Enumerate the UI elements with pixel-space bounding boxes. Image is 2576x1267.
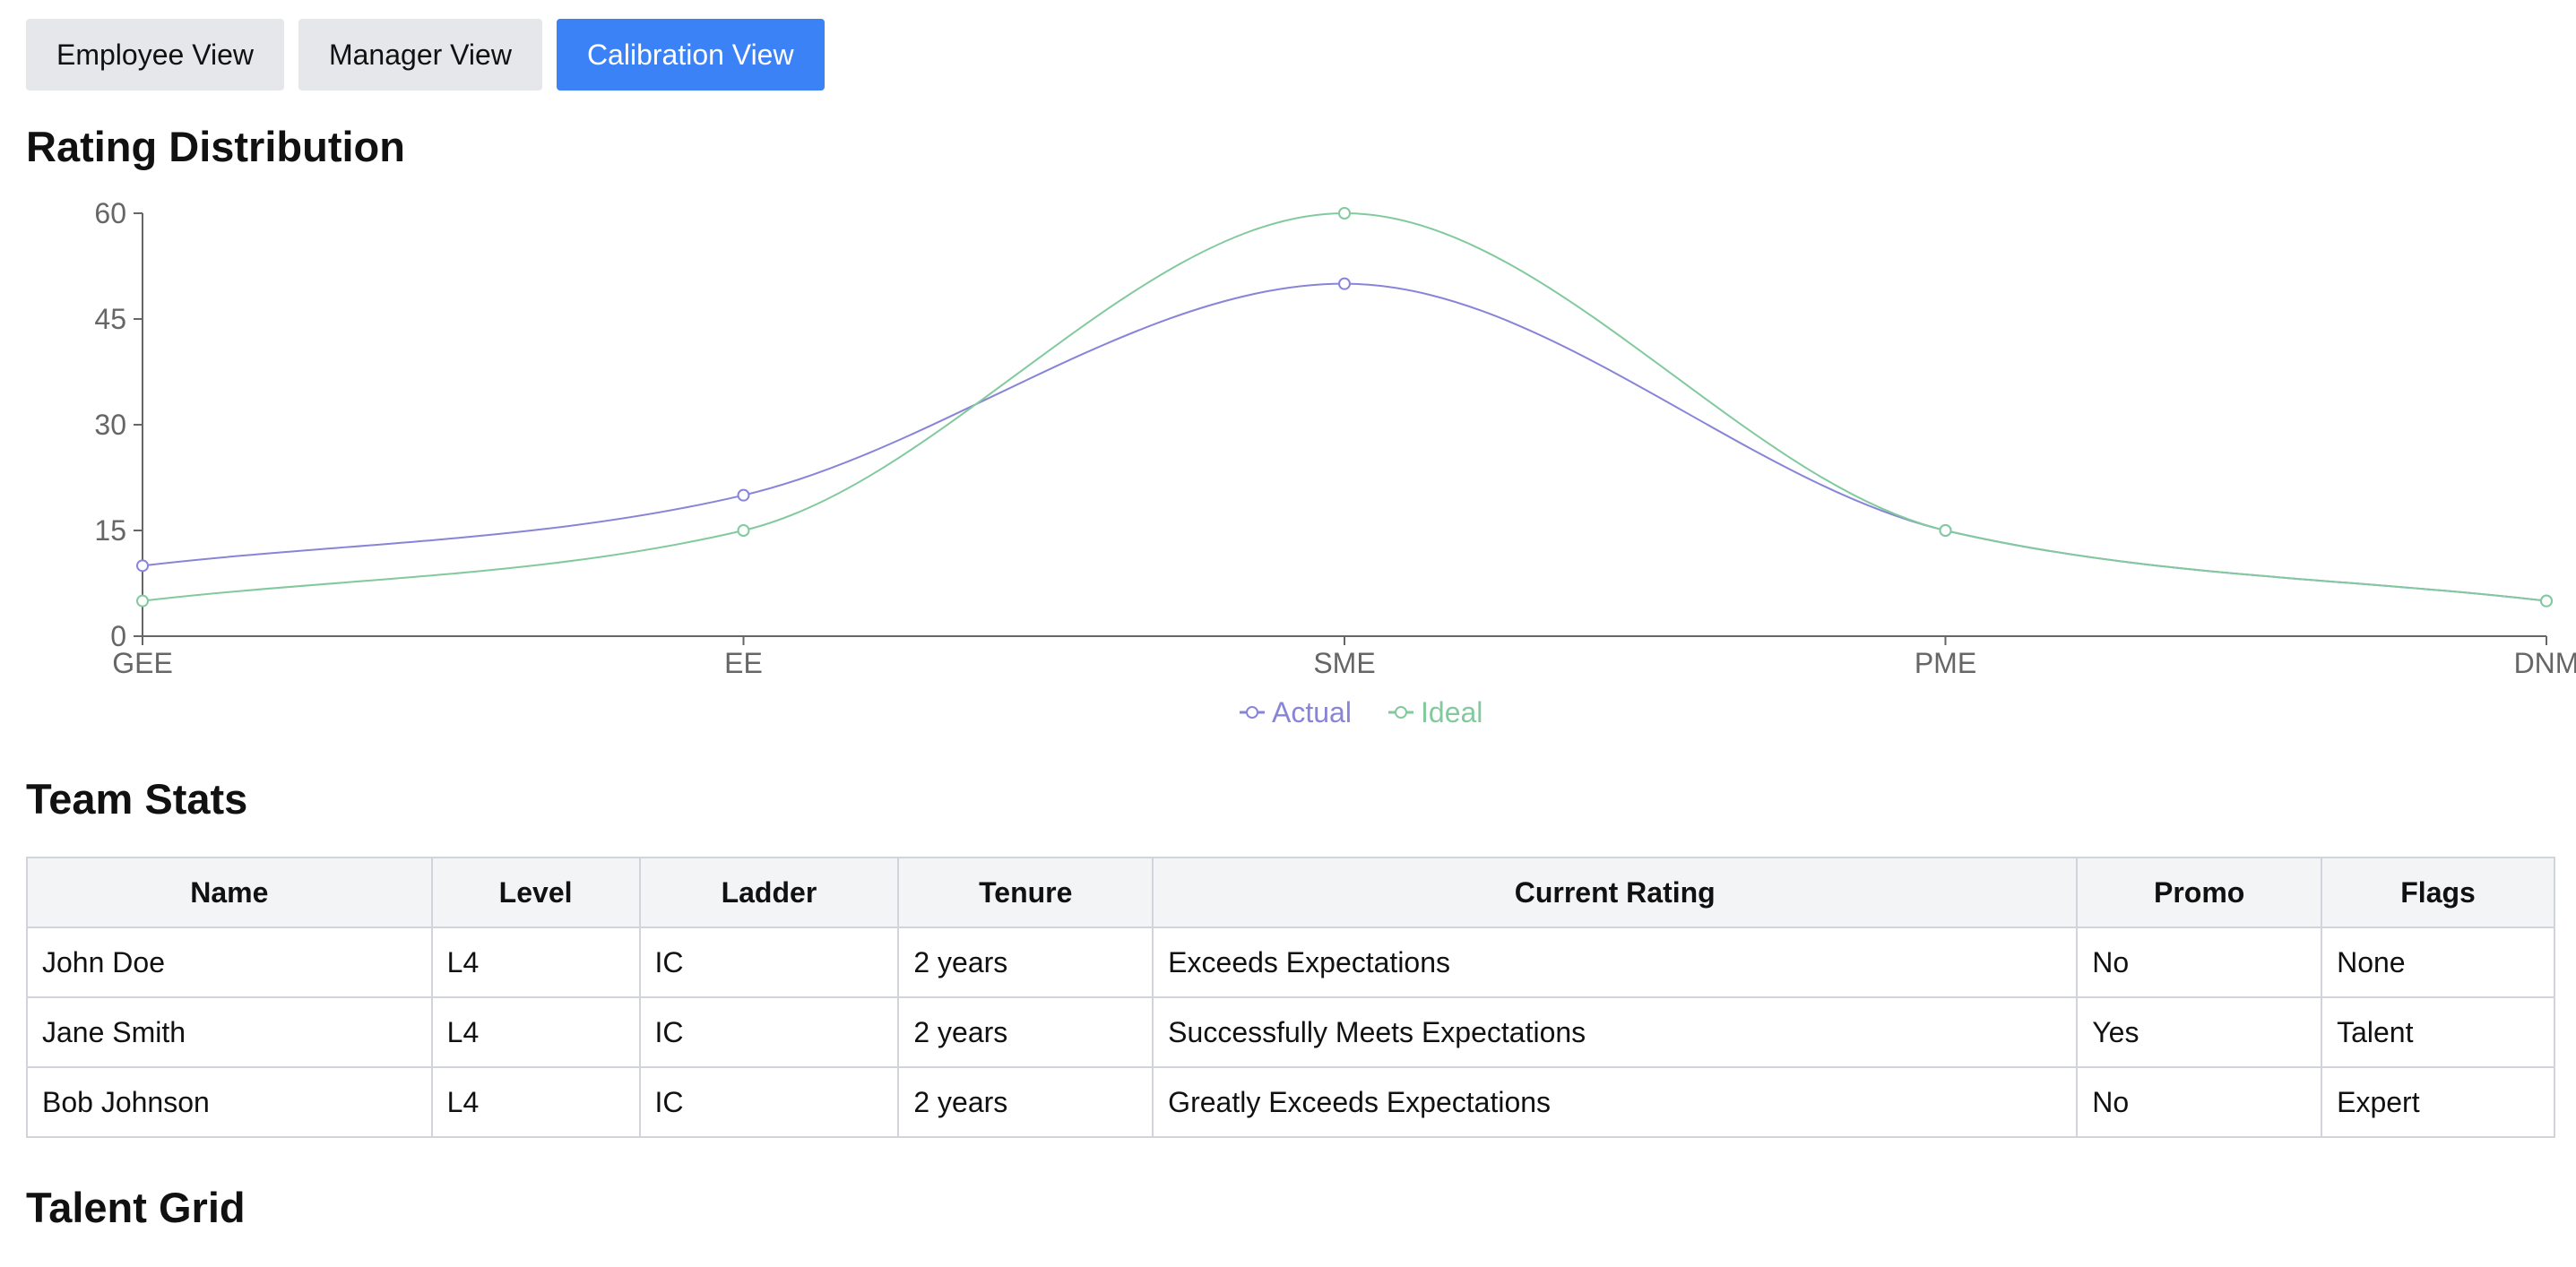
- data-point-ideal[interactable]: [2540, 594, 2553, 608]
- x-axis: GEE EE SME PME DNM: [112, 635, 2576, 679]
- column-header-level[interactable]: Level: [430, 857, 641, 928]
- series-layer: [136, 207, 2553, 608]
- table-header-row: Name Level Ladder Tenure Current Rating …: [26, 857, 2555, 928]
- cell-name: John Doe: [26, 927, 433, 998]
- cell-tenure: 2 years: [897, 1066, 1154, 1138]
- y-tick-label: 30: [94, 409, 126, 441]
- rating-distribution-heading: Rating Distribution: [26, 123, 405, 170]
- cell-level: L4: [430, 927, 641, 998]
- cell-flags: Talent: [2321, 996, 2555, 1068]
- talent-grid-heading: Talent Grid: [26, 1184, 246, 1231]
- y-tick-label: 45: [94, 303, 126, 335]
- series-actual: [136, 277, 2553, 608]
- y-tick-label: 60: [94, 197, 126, 229]
- data-point-actual[interactable]: [1338, 277, 1351, 290]
- legend-dot-icon: [1395, 706, 1407, 719]
- column-header-name[interactable]: Name: [26, 857, 433, 928]
- column-header-tenure[interactable]: Tenure: [897, 857, 1154, 928]
- data-point-ideal[interactable]: [136, 594, 149, 608]
- cell-promo: Yes: [2076, 996, 2323, 1068]
- y-tick-label: 15: [94, 514, 126, 547]
- tab-calibration-view[interactable]: Calibration View: [556, 19, 825, 90]
- tab-manager-view[interactable]: Manager View: [298, 19, 542, 90]
- series-line-actual: [142, 282, 2547, 602]
- legend-item-actual[interactable]: Actual: [1240, 696, 1352, 728]
- cell-flags: None: [2321, 927, 2555, 998]
- chart-legend[interactable]: Actual Ideal: [1240, 696, 1482, 728]
- y-axis: 0 15 30 45 60: [94, 197, 143, 652]
- legend-label: Actual: [1272, 696, 1352, 728]
- x-tick-label: DNM: [2514, 647, 2576, 679]
- data-point-actual[interactable]: [136, 559, 149, 573]
- cell-level: L4: [430, 1066, 641, 1138]
- cell-ladder: IC: [638, 996, 900, 1068]
- y-tick-label: 0: [110, 620, 126, 652]
- data-point-ideal[interactable]: [1939, 524, 1952, 537]
- cell-current-rating: Greatly Exceeds Expectations: [1152, 1066, 2079, 1138]
- series-line-ideal: [142, 211, 2547, 602]
- table-row[interactable]: Jane Smith L4 IC 2 years Successfully Me…: [26, 996, 2555, 1068]
- cell-promo: No: [2076, 1066, 2323, 1138]
- cell-tenure: 2 years: [897, 996, 1154, 1068]
- data-point-actual[interactable]: [737, 488, 750, 502]
- table-row[interactable]: Bob Johnson L4 IC 2 years Greatly Exceed…: [26, 1066, 2555, 1138]
- column-header-flags[interactable]: Flags: [2321, 857, 2555, 928]
- cell-promo: No: [2076, 927, 2323, 998]
- x-tick-label: EE: [724, 647, 763, 679]
- cell-current-rating: Exceeds Expectations: [1152, 927, 2079, 998]
- cell-name: Jane Smith: [26, 996, 433, 1068]
- table-row[interactable]: John Doe L4 IC 2 years Exceeds Expectati…: [26, 927, 2555, 998]
- x-tick-label: GEE: [112, 647, 173, 679]
- data-point-ideal[interactable]: [737, 524, 750, 537]
- legend-label: Ideal: [1421, 696, 1482, 728]
- column-header-current-rating[interactable]: Current Rating: [1152, 857, 2079, 928]
- data-point-ideal[interactable]: [1338, 207, 1351, 220]
- cell-ladder: IC: [638, 1066, 900, 1138]
- cell-tenure: 2 years: [897, 927, 1154, 998]
- cell-name: Bob Johnson: [26, 1066, 433, 1138]
- column-header-ladder[interactable]: Ladder: [638, 857, 900, 928]
- x-tick-label: PME: [1915, 647, 1976, 679]
- legend-item-ideal[interactable]: Ideal: [1388, 696, 1482, 728]
- tab-employee-view[interactable]: Employee View: [26, 19, 284, 90]
- cell-level: L4: [430, 996, 641, 1068]
- rating-distribution-chart: 0 15 30 45 60 GEE EE SME PME DNM Actual Ideal: [94, 197, 2576, 728]
- view-tabs: Employee View Manager View Calibration V…: [26, 19, 825, 90]
- cell-ladder: IC: [638, 927, 900, 998]
- series-ideal: [136, 207, 2553, 608]
- team-stats-table: Name Level Ladder Tenure Current Rating …: [26, 857, 2555, 1138]
- cell-flags: Expert: [2321, 1066, 2555, 1138]
- column-header-promo[interactable]: Promo: [2076, 857, 2323, 928]
- cell-current-rating: Successfully Meets Expectations: [1152, 996, 2079, 1068]
- x-tick-label: SME: [1313, 647, 1375, 679]
- legend-dot-icon: [1246, 706, 1258, 719]
- team-stats-heading: Team Stats: [26, 775, 248, 823]
